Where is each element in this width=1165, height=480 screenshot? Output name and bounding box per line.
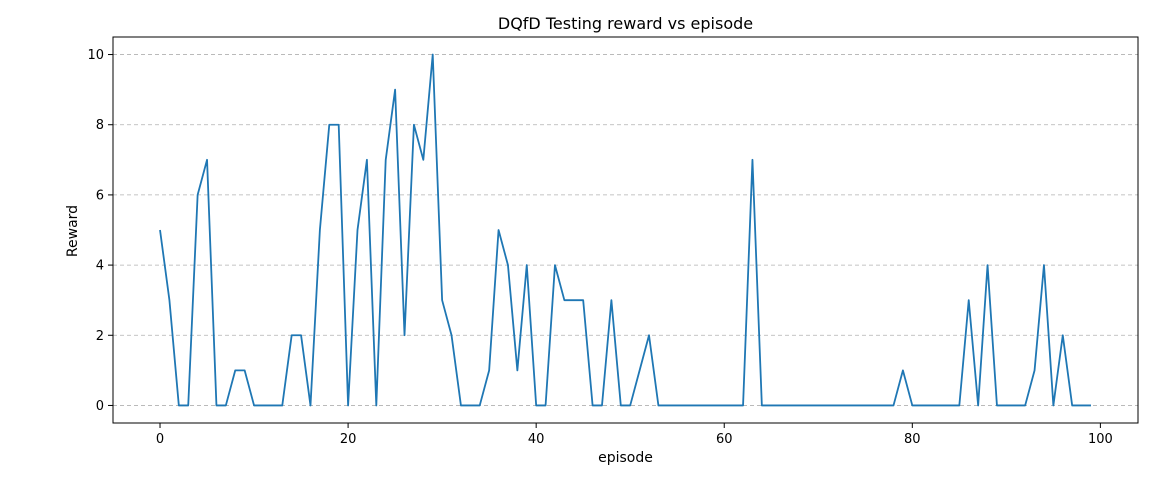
- y-tick-label: 2: [96, 329, 104, 344]
- y-tick-label: 6: [96, 188, 104, 203]
- reward-series-line: [159, 53, 1091, 407]
- chart-title: DQfD Testing reward vs episode: [498, 14, 753, 33]
- y-tick-label: 4: [96, 259, 104, 274]
- y-gridlines: [113, 54, 1138, 406]
- x-tick-label: 100: [1088, 432, 1113, 447]
- x-axis-label: episode: [598, 450, 653, 466]
- y-tick-label: 0: [96, 399, 104, 414]
- y-axis-label: Reward: [65, 205, 81, 257]
- x-tick-label: 60: [716, 432, 733, 447]
- x-tick-label: 20: [340, 432, 357, 447]
- plot-area-frame: [112, 36, 1139, 424]
- series-layer: [159, 53, 1091, 407]
- y-axis-ticks: 0 2 4 6 8 10: [87, 48, 113, 414]
- x-tick-label: 0: [156, 432, 164, 447]
- x-axis-ticks: 0 20 40 60 80 100: [156, 423, 1113, 447]
- x-tick-label: 40: [528, 432, 545, 447]
- y-tick-label: 8: [96, 118, 104, 133]
- x-tick-label: 80: [904, 432, 921, 447]
- y-tick-label: 10: [87, 48, 104, 63]
